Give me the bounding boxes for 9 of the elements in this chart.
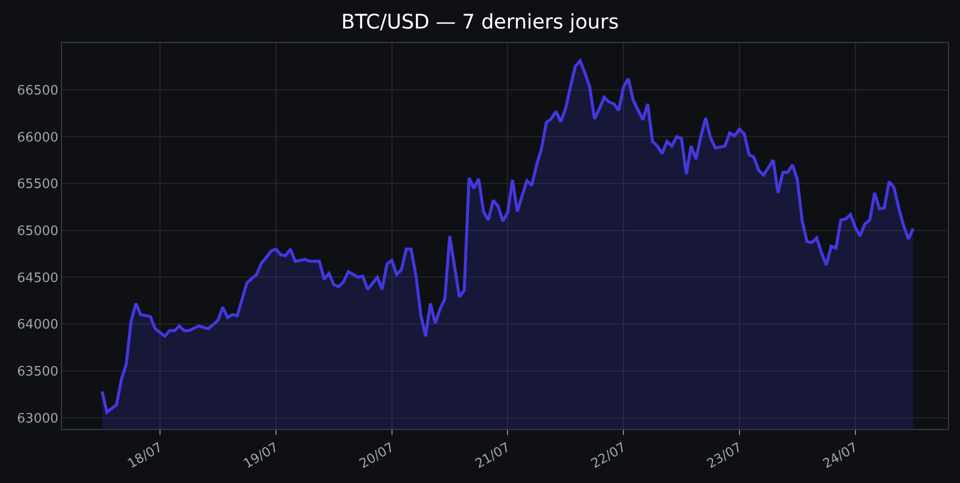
y-tick-label: 64000	[17, 318, 58, 333]
y-tick-label: 63500	[17, 364, 58, 380]
y-tick-label: 66500	[17, 83, 58, 98]
y-tick-label: 65000	[17, 224, 58, 239]
y-tick-label: 64500	[17, 270, 58, 286]
y-tick-label: 66000	[17, 130, 58, 146]
y-tick-label: 63000	[17, 411, 58, 426]
chart-title: BTC/USD — 7 derniers jours	[341, 10, 619, 34]
y-tick-label: 65500	[17, 177, 58, 192]
